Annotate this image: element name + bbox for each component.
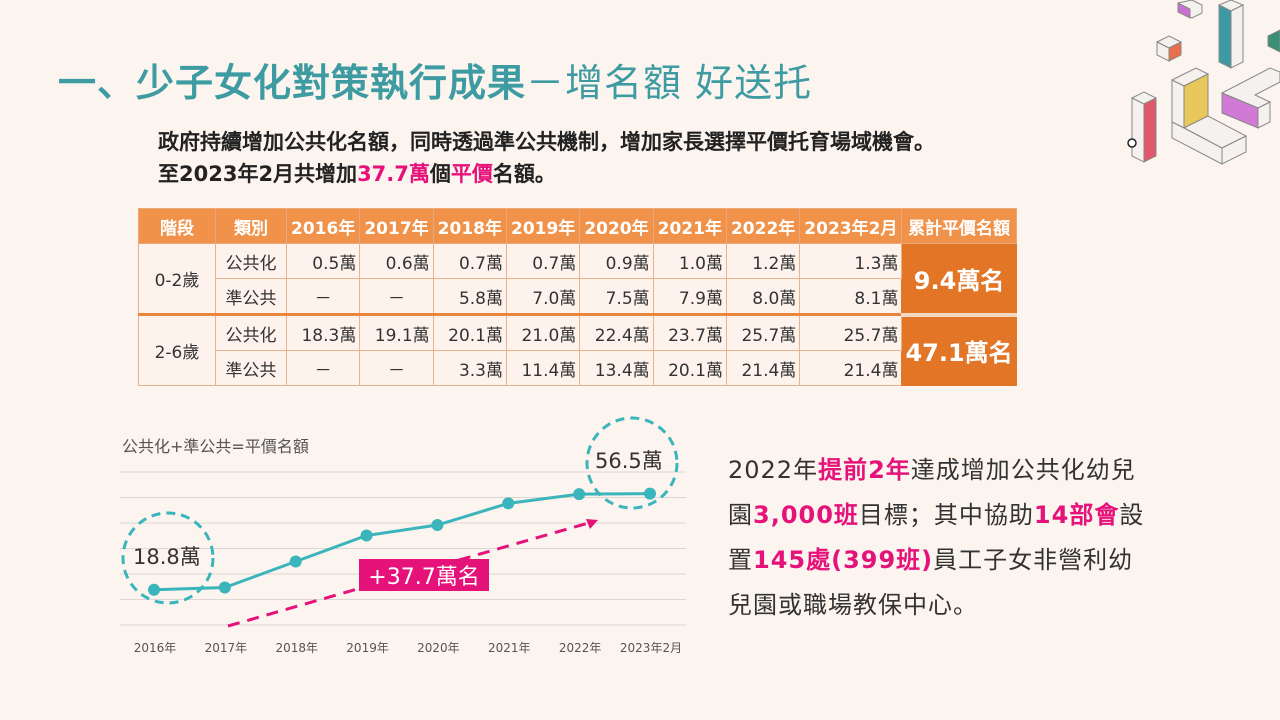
value-cell: 25.7萬: [799, 313, 903, 351]
table-header-cell: 2022年: [725, 208, 801, 244]
data-point: [289, 555, 302, 568]
data-point: [431, 519, 444, 532]
category-cell: 準公共: [215, 350, 287, 386]
title-sub: －增名額 好送托: [526, 61, 813, 105]
slide-title: 一、少子女化對策執行成果－增名額 好送托: [58, 52, 812, 107]
value-cell: 11.4萬: [505, 350, 581, 386]
table-header-cell: 2016年: [285, 208, 361, 244]
increase-label: +37.7萬名: [368, 565, 479, 590]
data-point: [148, 583, 160, 596]
table-header-cell: 累計平價名額: [901, 208, 1017, 244]
value-cell: 3.3萬: [432, 350, 507, 386]
intro-line-1: 政府持續增加公共化名額，同時透過準公共機制，增加家長選擇平價托育場域機會。: [158, 130, 935, 154]
highlight-text: 145處(399班): [753, 546, 934, 574]
highlight-text: 提前2年: [818, 456, 911, 484]
table-header-row: 階段 類別 2016年 2017年 2018年 2019年 2020年 2021年 2022年 2…: [138, 208, 1017, 244]
value-cell: －: [359, 278, 434, 315]
data-point: [360, 529, 373, 542]
table-header-cell: 2021年: [652, 208, 727, 244]
intro-text-segment: 至2023年2月共增加: [158, 162, 358, 186]
table-row: 2-6歲 公共化 18.3萬 19.1萬 20.1萬 21.0萬 22.4萬 23.7萬 25.…: [138, 312, 1017, 386]
table-header-cell: 2019年: [505, 208, 581, 244]
value-cell: 1.3萬: [799, 243, 903, 279]
value-cell: －: [285, 278, 361, 315]
value-cell: 21.4萬: [725, 350, 801, 386]
highlight-text: 14部會: [1033, 501, 1120, 529]
value-cell: 8.1萬: [799, 278, 903, 315]
table-header-cell: 2018年: [432, 208, 507, 244]
title-main: 一、少子女化對策執行成果: [58, 61, 527, 105]
x-tick-label: 2022年: [559, 641, 602, 655]
intro-text: 政府持續增加公共化名額，同時透過準公共機制，增加家長選擇平價托育場域機會。 至2…: [158, 126, 935, 190]
start-highlight-circle: [121, 511, 215, 605]
data-point: [644, 487, 656, 500]
value-cell: 7.5萬: [579, 278, 654, 315]
table-row: 準公共－－ 3.3萬 11.4萬 13.4萬 20.1萬 21.4萬 21.4萬: [139, 350, 1017, 386]
body-text: 2022年: [728, 456, 819, 484]
value-cell: 5.8萬: [432, 278, 507, 315]
start-value-label: 18.8萬: [133, 545, 201, 569]
body-text: 員工子女非營利幼兒園或職場教保中心。: [728, 546, 1134, 619]
table-header-cell: 階段: [138, 208, 216, 244]
value-cell: 21.4萬: [799, 350, 903, 386]
x-tick-label: 2023年2月: [620, 641, 682, 655]
x-tick-label: 2021年: [488, 641, 531, 655]
highlight-text: 3,000班: [753, 501, 859, 529]
value-cell: 21.0萬: [505, 313, 581, 351]
value-cell: 19.1萬: [359, 313, 434, 351]
chart-title: 公共化+準公共=平價名額: [122, 437, 309, 456]
increase-arrow-head: [586, 519, 598, 529]
end-value-label: 56.5萬: [595, 449, 663, 473]
end-highlight-circle: [585, 416, 679, 510]
x-tick-label: 2020年: [417, 641, 460, 655]
body-text: 達成增加公共化幼兒園: [728, 456, 1136, 529]
quota-table: 階段 類別 2016年 2017年 2018年 2019年 2020年 2021年 2022年 2…: [138, 208, 1017, 386]
value-cell: 25.7萬: [725, 313, 801, 351]
body-text: 設置: [728, 501, 1145, 574]
intro-highlight-count: 37.7萬: [357, 162, 430, 186]
data-point: [502, 497, 515, 510]
intro-text-segment: 個: [429, 162, 451, 186]
table-header-cell: 2020年: [579, 208, 654, 244]
value-cell: 7.0萬: [505, 278, 581, 315]
data-point: [573, 488, 586, 501]
decorative-blocks-illustration: [1127, 0, 1280, 165]
stage-cell: 0-2歲: [138, 243, 216, 315]
cumulative-total-cell: 47.1萬名: [901, 312, 1017, 386]
value-cell: －: [359, 350, 434, 386]
table-header-cell: 類別: [215, 208, 287, 244]
category-cell: 公共化: [215, 243, 287, 279]
x-tick-label: 2018年: [275, 641, 318, 655]
value-cell: 1.0萬: [652, 243, 727, 279]
value-cell: －: [285, 350, 361, 386]
table-row: 0-2歲 公共化 0.5萬 0.6萬 0.7萬 0.7萬 0.9萬 1.0萬 1.2萬 1.3萬 9…: [138, 243, 1017, 315]
body-text: 目標；其中協助: [858, 501, 1034, 529]
intro-line-2: 至2023年2月共增加37.7萬個平價名額。: [158, 158, 935, 190]
series-line: [153, 492, 651, 592]
intro-highlight-affordable: 平價: [450, 162, 493, 186]
cumulative-total-cell: 9.4萬名: [901, 243, 1017, 315]
value-cell: 23.7萬: [652, 313, 727, 351]
table-header-cell: 2023年2月: [799, 208, 903, 244]
table-header-cell: 2017年: [359, 208, 434, 244]
data-point: [218, 581, 231, 594]
value-cell: 0.9萬: [579, 243, 654, 279]
value-cell: 22.4萬: [579, 313, 654, 351]
stage-cell: 2-6歲: [138, 313, 216, 386]
value-cell: 13.4萬: [579, 350, 654, 386]
intro-text-segment: 名額。: [492, 162, 556, 186]
value-cell: 18.3萬: [285, 313, 361, 351]
value-cell: 20.1萬: [652, 350, 727, 386]
category-cell: 公共化: [215, 313, 287, 351]
x-tick-label: 2016年: [134, 641, 177, 655]
value-cell: 0.7萬: [505, 243, 581, 279]
x-tick-label: 2017年: [205, 641, 248, 655]
x-tick-label: 2019年: [346, 641, 389, 655]
increase-badge: [359, 559, 489, 591]
side-summary: 2022年提前2年達成增加公共化幼兒園3,000班目標；其中協助14部會設置14…: [728, 448, 1148, 628]
